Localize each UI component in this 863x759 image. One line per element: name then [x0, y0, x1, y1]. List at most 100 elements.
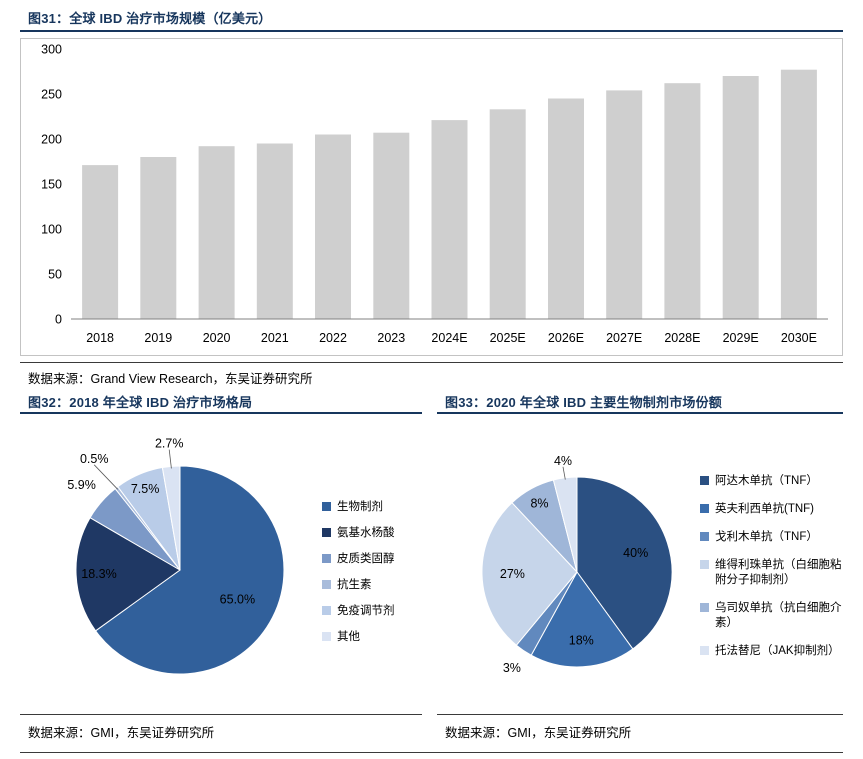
y-tick-label: 200	[41, 133, 62, 147]
pie-slice-0	[94, 465, 285, 675]
figure-31-source: 数据来源：Grand View Research，东吴证券研究所	[28, 372, 313, 386]
pie-label-leader-line	[562, 466, 566, 480]
legend-label: 抗生素	[337, 578, 372, 591]
legend-swatch	[700, 503, 709, 513]
figure-31-source-rule	[20, 362, 843, 363]
legend-item: 乌司奴单抗（抗白细胞介素）	[700, 601, 842, 631]
x-tick-label: 2020	[203, 331, 231, 345]
legend-item: 阿达木单抗（TNF）	[700, 474, 842, 489]
pie-value-label: 4%	[554, 454, 572, 468]
bar-2030E	[780, 69, 817, 319]
y-tick-label: 100	[41, 223, 62, 237]
bar-chart: 0 50 100 150 200 250 300 2018 2019 2020 2021 2022 20…	[41, 43, 828, 345]
figure-33-title: 图33：2020 年全球 IBD 主要生物制剂市场份额	[445, 395, 723, 410]
bar-2023	[373, 132, 410, 319]
x-tick-label: 2024E	[431, 331, 467, 345]
bar-2029E	[722, 76, 759, 319]
figure-33-source-rule	[437, 714, 843, 715]
legend-item: 戈利木单抗（TNF）	[700, 530, 842, 545]
legend-swatch	[322, 527, 331, 537]
bar-2021	[256, 143, 293, 319]
legend-item: 托法替尼（JAK抑制剂）	[700, 644, 842, 659]
y-tick-label: 150	[41, 178, 62, 192]
legend-swatch	[322, 579, 331, 589]
figure-33-source: 数据来源：GMI，东吴证券研究所	[445, 726, 632, 740]
x-tick-label: 2029E	[723, 331, 759, 345]
pie-value-label: 3%	[503, 661, 521, 675]
legend-swatch	[322, 605, 331, 615]
legend-label: 氨基水杨酸	[337, 526, 395, 539]
y-tick-label: 300	[41, 43, 62, 57]
x-tick-label: 2027E	[606, 331, 642, 345]
y-tick-label: 50	[48, 268, 62, 282]
legend-swatch	[700, 645, 709, 655]
legend-swatch	[700, 531, 709, 541]
pie-slice-1	[75, 517, 181, 632]
legend-label: 免疫调节剂	[337, 604, 395, 617]
legend-label: 戈利木单抗（TNF）	[715, 530, 818, 543]
legend-label: 托法替尼（JAK抑制剂）	[715, 644, 840, 657]
legend-label: 皮质类固醇	[337, 552, 395, 565]
y-tick-label: 250	[41, 88, 62, 102]
x-tick-label: 2019	[144, 331, 172, 345]
pie-chart-biologics-share-legend: 阿达木单抗（TNF） 英夫利西单抗(TNF) 戈利木单抗（TNF） 维得利珠单抗（白细…	[700, 474, 842, 659]
legend-item: 其他	[322, 630, 418, 645]
figure-31-title-rule	[20, 30, 843, 32]
bar-2027E	[606, 90, 643, 320]
pie-value-label: 5.9%	[67, 478, 96, 492]
bar-2028E	[664, 83, 701, 319]
figure-32-source-rule	[20, 714, 422, 715]
pie-value-label: 18.3%	[81, 567, 116, 581]
pie-value-label: 8%	[530, 497, 548, 511]
bar-2026E	[548, 98, 584, 319]
bar-2022	[315, 134, 351, 319]
x-tick-label: 2026E	[548, 331, 584, 345]
x-tick-label: 2021	[261, 331, 289, 345]
figure-32-title-rule	[20, 412, 422, 414]
legend-swatch	[700, 559, 709, 569]
legend-swatch	[700, 602, 709, 612]
legend-item: 皮质类固醇	[322, 552, 418, 567]
bar-2025E	[489, 109, 526, 319]
pie-slice-1	[530, 571, 634, 668]
figure-32-title: 图32：2018 年全球 IBD 治疗市场格局	[28, 395, 253, 410]
figure-33-title-rule	[437, 412, 843, 414]
pie-value-label: 18%	[569, 633, 594, 647]
figure-32-source: 数据来源：GMI，东吴证券研究所	[28, 726, 215, 740]
x-tick-label: 2022	[319, 331, 347, 345]
legend-label: 维得利珠单抗（白细胞粘附分子抑制剂）	[715, 558, 842, 586]
pie-value-label: 7.5%	[131, 482, 160, 496]
pie-slice-3	[481, 501, 578, 646]
pie-label-leader-line	[168, 449, 172, 469]
legend-label: 阿达木单抗（TNF）	[715, 475, 818, 487]
bar-2024E	[431, 120, 468, 319]
pie-label-leader-line	[93, 464, 118, 490]
pie-chart-market-structure-legend: 生物制剂氨基水杨酸皮质类固醇抗生素免疫调节剂其他	[322, 500, 418, 645]
legend-label: 其他	[337, 630, 360, 643]
x-tick-label: 2018	[86, 331, 114, 345]
legend-label: 乌司奴单抗（抗白细胞介素）	[715, 601, 842, 629]
legend-item: 免疫调节剂	[322, 604, 418, 619]
pie-chart-market-structure: 65.0% 18.3% 5.9% 0.5% 7.5% 2.7%	[67, 437, 285, 675]
pie-chart-biologics-share: 40% 18% 3% 27% 8% 4%	[481, 454, 673, 675]
pie-slice-0	[576, 476, 673, 650]
figure-31-title: 图31：全球 IBD 治疗市场规模（亿美元）	[28, 11, 272, 26]
legend-item: 维得利珠单抗（白细胞粘附分子抑制剂）	[700, 558, 842, 588]
legend-label: 生物制剂	[337, 501, 383, 513]
page-bottom-rule	[20, 752, 843, 753]
legend-item: 英夫利西单抗(TNF)	[700, 502, 842, 517]
pie-value-label: 40%	[623, 546, 648, 560]
pie-value-label: 0.5%	[80, 452, 109, 466]
pie-value-label: 2.7%	[155, 437, 184, 451]
y-tick-label: 0	[55, 313, 62, 327]
pie-value-label: 27%	[500, 567, 525, 581]
legend-label: 英夫利西单抗(TNF)	[715, 502, 815, 515]
legend-swatch	[322, 502, 331, 511]
bar-2019	[140, 157, 177, 319]
legend-swatch	[322, 553, 331, 563]
legend-swatch	[322, 631, 331, 641]
pie-value-label: 65.0%	[220, 592, 255, 606]
x-tick-label: 2028E	[664, 331, 700, 345]
legend-item: 生物制剂	[322, 500, 418, 515]
